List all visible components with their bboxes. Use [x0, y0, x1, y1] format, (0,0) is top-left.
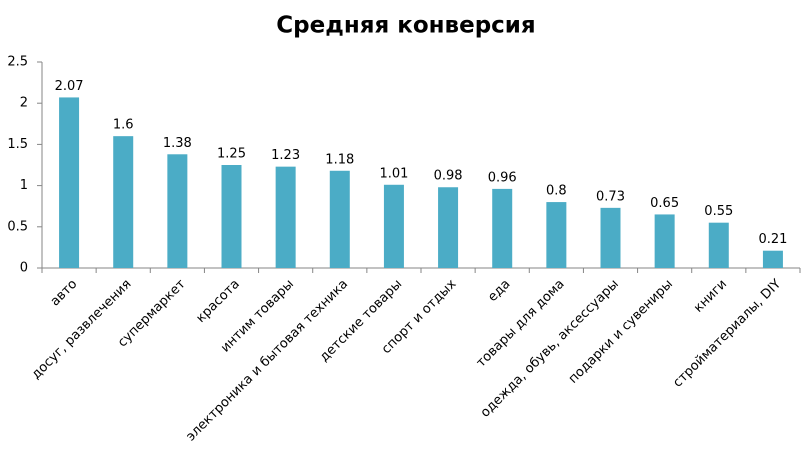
- data-label: 1.38: [163, 136, 192, 151]
- x-tick-label: стройматериалы, DIY: [670, 277, 784, 391]
- x-tick-label: авто: [48, 277, 81, 310]
- bar: [383, 184, 404, 268]
- bar: [275, 166, 296, 268]
- x-tick-label: красота: [194, 277, 243, 326]
- data-label: 0.98: [434, 169, 463, 184]
- x-tick-label: досуг, развлечения: [29, 277, 135, 383]
- x-tick-label: книги: [691, 277, 730, 316]
- bar: [762, 250, 783, 268]
- y-tick-label: 0.5: [7, 219, 28, 234]
- x-tick-label: подарки и сувениры: [566, 277, 676, 387]
- data-label: 0.96: [488, 170, 517, 185]
- data-label: 0.21: [758, 232, 787, 247]
- y-tick-label: 1: [20, 178, 28, 193]
- y-tick-label: 2: [20, 96, 28, 111]
- bar: [59, 97, 80, 268]
- chart-title: Средняя конверсия: [276, 13, 535, 39]
- data-label: 0.65: [650, 196, 679, 211]
- y-tick-label: 1.5: [7, 137, 28, 152]
- data-label: 1.25: [217, 147, 246, 162]
- data-label: 1.6: [113, 118, 134, 133]
- x-tick-label: еда: [485, 277, 513, 305]
- bar: [654, 214, 675, 268]
- y-tick-label: 2.5: [7, 55, 28, 70]
- data-label: 1.23: [271, 148, 300, 163]
- data-label: 0.8: [546, 184, 567, 199]
- bar: [113, 136, 134, 268]
- bar: [492, 188, 513, 268]
- bar: [600, 207, 621, 268]
- y-tick-label: 0: [20, 261, 28, 276]
- data-label: 0.73: [596, 189, 625, 204]
- bar: [167, 154, 188, 268]
- data-label: 0.55: [704, 204, 733, 219]
- bar: [708, 222, 729, 268]
- bar: [438, 187, 459, 268]
- bar: [329, 170, 350, 268]
- bar: [546, 202, 567, 268]
- data-label: 1.01: [379, 166, 408, 181]
- bar: [221, 165, 242, 268]
- data-label: 1.18: [325, 152, 354, 167]
- data-label: 2.07: [55, 79, 84, 94]
